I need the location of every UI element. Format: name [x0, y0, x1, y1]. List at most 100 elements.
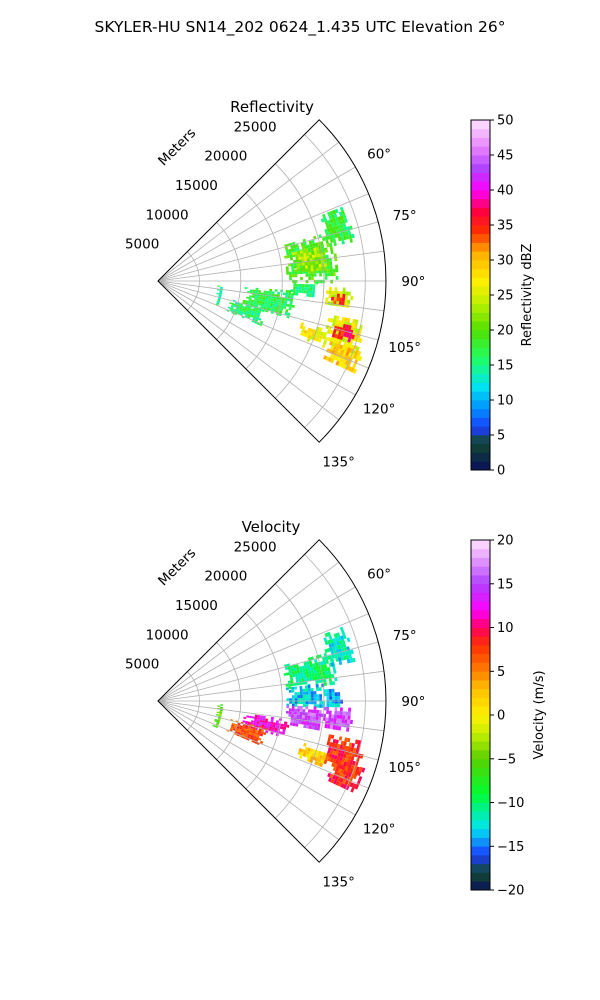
echo-pixel — [347, 650, 352, 655]
echo-pixel — [337, 361, 343, 367]
azimuth-spoke — [157, 700, 385, 732]
colorbar-swatch — [471, 303, 490, 313]
echo-cell — [331, 323, 355, 343]
echo-pixel — [306, 293, 310, 297]
echo-pixel — [291, 265, 295, 269]
echo-pixel — [320, 218, 325, 223]
echo-pixel — [303, 721, 307, 725]
echo-pixel — [342, 711, 346, 716]
echo-pixel — [219, 710, 223, 713]
echo-pixel — [256, 734, 260, 738]
echo-pixel — [332, 699, 335, 704]
echo-pixel — [340, 331, 345, 337]
colorbar-swatch — [471, 645, 490, 655]
echo-pixel — [305, 249, 309, 253]
echo-pixel — [243, 730, 247, 734]
echo-pixel — [285, 266, 289, 270]
echo-pixel — [357, 740, 362, 745]
velocity-polar-grid — [157, 554, 386, 848]
echo-pixel — [294, 686, 297, 690]
echo-pixel — [313, 713, 317, 717]
echo-pixel — [350, 353, 355, 359]
echo-pixel — [341, 240, 345, 245]
echo-pixel — [326, 699, 330, 704]
echo-pixel — [273, 309, 278, 313]
echo-pixel — [298, 678, 302, 683]
echo-pixel — [304, 287, 307, 291]
echo-pixel — [309, 290, 313, 294]
echo-pixel — [244, 728, 248, 732]
echo-pixel — [250, 314, 254, 318]
colorbar-swatch — [471, 356, 490, 366]
echo-pixel — [348, 777, 353, 783]
echo-pixel — [318, 758, 322, 763]
echo-pixel — [234, 303, 238, 306]
echo-pixel — [250, 728, 254, 731]
echo-pixel — [315, 679, 319, 684]
echo-pixel — [231, 304, 235, 307]
echo-pixel — [302, 712, 306, 716]
echo-pixel — [337, 216, 342, 221]
echo-pixel — [256, 314, 260, 318]
echo-pixel — [331, 688, 335, 693]
echo-pixel — [252, 289, 256, 292]
echo-pixel — [324, 266, 328, 271]
echo-pixel — [336, 763, 341, 769]
echo-cell — [320, 206, 355, 247]
echo-pixel — [332, 346, 337, 352]
echo-pixel — [269, 288, 273, 292]
colorbar-tick-label: 15 — [497, 359, 514, 374]
colorbar-swatch — [471, 706, 490, 716]
echo-pixel — [346, 737, 351, 743]
echo-pixel — [329, 699, 332, 704]
echo-pixel — [350, 367, 355, 373]
echo-pixel — [231, 722, 235, 726]
echo-pixel — [300, 253, 304, 257]
echo-pixel — [309, 243, 313, 248]
echo-pixel — [295, 720, 299, 724]
range-tick-label: 20000 — [204, 569, 247, 585]
echo-pixel — [290, 248, 295, 252]
echo-pixel — [274, 289, 278, 292]
echo-pixel — [246, 309, 250, 313]
echo-pixel — [332, 272, 336, 277]
echo-pixel — [326, 703, 330, 707]
echo-pixel — [328, 710, 332, 715]
echo-cell — [290, 281, 318, 298]
echo-pixel — [342, 753, 347, 759]
colorbar-swatch — [471, 225, 490, 235]
echo-pixel — [239, 312, 243, 316]
echo-pixel — [331, 681, 335, 686]
echo-pixel — [342, 214, 347, 220]
echo-pixel — [305, 725, 310, 729]
echo-pixel — [348, 755, 352, 760]
echo-pixel — [304, 265, 308, 269]
echo-pixel — [358, 338, 363, 344]
echo-pixel — [306, 661, 310, 665]
echo-pixel — [345, 234, 350, 240]
echo-pixel — [313, 273, 317, 277]
echo-pixel — [339, 232, 344, 237]
echo-pixel — [296, 669, 301, 674]
echo-pixel — [291, 271, 295, 275]
echo-pixel — [297, 250, 301, 255]
echo-pixel — [274, 727, 278, 731]
echo-pixel — [291, 268, 295, 272]
echo-pixel — [320, 244, 325, 249]
echo-pixel — [310, 666, 314, 671]
echo-pixel — [308, 701, 312, 705]
echo-pixel — [332, 696, 335, 700]
echo-pixel — [298, 256, 302, 261]
azimuth-spoke — [157, 280, 379, 341]
echo-pixel — [248, 734, 252, 737]
echo-pixel — [338, 320, 342, 325]
echo-pixel — [342, 715, 346, 720]
echo-pixel — [308, 331, 313, 336]
echo-pixel — [219, 709, 223, 712]
echo-pixel — [269, 305, 273, 309]
echo-pixel — [331, 222, 335, 228]
echo-pixel — [312, 284, 316, 288]
echo-pixel — [256, 721, 260, 724]
echo-pixel — [267, 302, 271, 306]
echo-pixel — [294, 701, 298, 704]
